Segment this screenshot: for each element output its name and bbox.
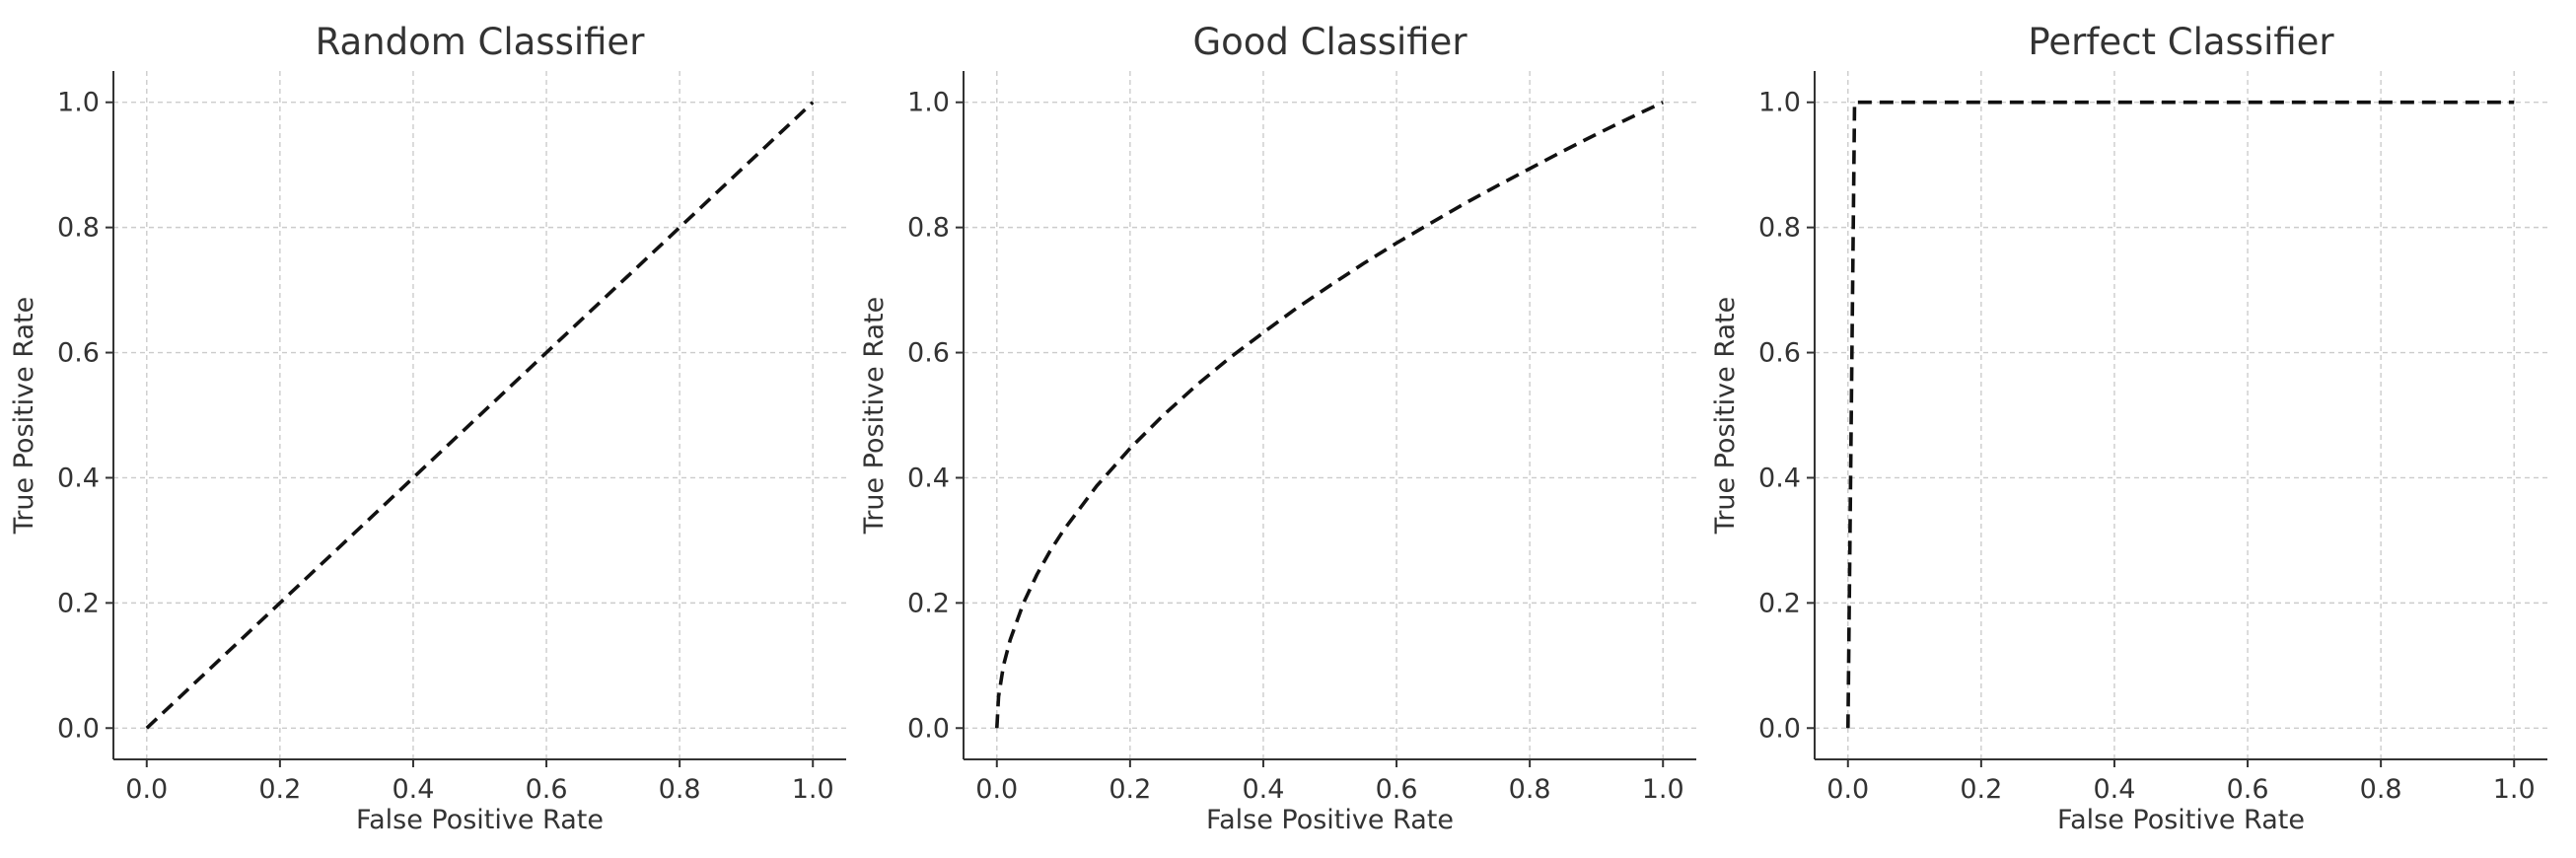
y-tick-label: 0.8 bbox=[907, 213, 950, 244]
roc-curve-line bbox=[1846, 100, 2515, 729]
chart-title: Random Classifier bbox=[316, 21, 646, 63]
roc-curve-line bbox=[995, 101, 1664, 729]
y-axis-label: True Positive Rate bbox=[1710, 297, 1741, 536]
roc-panel-2: 0.0 0.2 0.4 0.6 0.8 1.0 0.0 0.2 0.4 0.6 0.8 1.0 Good… bbox=[859, 21, 1696, 835]
chart-title: Good Classifier bbox=[1192, 21, 1467, 63]
x-tick-label: 1.0 bbox=[792, 774, 834, 805]
y-tick-label: 0.6 bbox=[57, 338, 100, 369]
x-tick-label: 0.4 bbox=[392, 774, 434, 805]
y-tick-label: 0.8 bbox=[57, 213, 100, 244]
y-tick-label: 0.0 bbox=[1758, 713, 1801, 744]
x-tick-label: 0.4 bbox=[2093, 774, 2135, 805]
x-tick-label: 0.2 bbox=[1960, 774, 2002, 805]
y-tick-label: 0.2 bbox=[1758, 588, 1801, 618]
x-axis-label: False Positive Rate bbox=[1206, 805, 1454, 835]
x-tick-label: 1.0 bbox=[1642, 774, 1684, 805]
x-tick-label: 0.6 bbox=[526, 774, 568, 805]
x-tick-label: 0.6 bbox=[2227, 774, 2269, 805]
x-tick-label: 0.6 bbox=[1376, 774, 1418, 805]
roc-curve-line bbox=[145, 101, 815, 730]
y-tick-label: 0.8 bbox=[1758, 213, 1801, 244]
x-tick-label: 0.4 bbox=[1242, 774, 1284, 805]
y-tick-label: 0.0 bbox=[57, 713, 100, 744]
x-tick-label: 0.0 bbox=[125, 774, 168, 805]
y-tick-label: 0.2 bbox=[907, 588, 950, 618]
y-axis-label: True Positive Rate bbox=[859, 297, 890, 536]
y-tick-label: 1.0 bbox=[1758, 88, 1801, 118]
x-tick-label: 0.2 bbox=[1109, 774, 1151, 805]
y-tick-label: 0.4 bbox=[907, 463, 950, 493]
y-tick-label: 1.0 bbox=[57, 88, 100, 118]
y-tick-label: 1.0 bbox=[907, 88, 950, 118]
x-tick-label: 0.8 bbox=[659, 774, 701, 805]
y-tick-label: 0.0 bbox=[907, 713, 950, 744]
x-axis-label: False Positive Rate bbox=[356, 805, 604, 835]
y-tick-label: 0.4 bbox=[57, 463, 100, 493]
x-tick-label: 0.0 bbox=[975, 774, 1018, 805]
x-axis-label: False Positive Rate bbox=[2057, 805, 2305, 835]
chart-title: Perfect Classifier bbox=[2028, 21, 2334, 63]
x-tick-label: 0.0 bbox=[1826, 774, 1869, 805]
roc-panel-1: 0.0 0.2 0.4 0.6 0.8 1.0 0.0 0.2 0.4 0.6 0.8 1.0 Rand… bbox=[9, 21, 846, 835]
x-tick-label: 0.8 bbox=[2360, 774, 2402, 805]
y-tick-label: 0.4 bbox=[1758, 463, 1801, 493]
x-tick-label: 0.2 bbox=[258, 774, 301, 805]
roc-panel-3: 0.0 0.2 0.4 0.6 0.8 1.0 0.0 0.2 0.4 0.6 0.8 1.0 Perf… bbox=[1710, 21, 2547, 835]
y-axis-label: True Positive Rate bbox=[9, 297, 39, 536]
x-tick-label: 1.0 bbox=[2493, 774, 2536, 805]
y-tick-label: 0.6 bbox=[1758, 338, 1801, 369]
x-tick-label: 0.8 bbox=[1509, 774, 1551, 805]
y-tick-label: 0.2 bbox=[57, 588, 100, 618]
y-tick-label: 0.6 bbox=[907, 338, 950, 369]
